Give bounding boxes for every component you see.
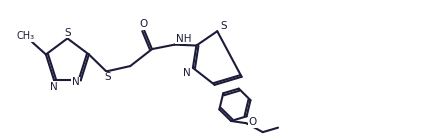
Text: NH: NH <box>175 34 191 44</box>
Text: O: O <box>248 117 256 127</box>
Text: S: S <box>105 72 111 82</box>
Text: CH₃: CH₃ <box>17 31 35 41</box>
Text: O: O <box>139 19 147 29</box>
Text: N: N <box>50 82 58 92</box>
Text: S: S <box>220 21 226 31</box>
Text: N: N <box>72 77 79 87</box>
Text: N: N <box>182 68 190 78</box>
Text: S: S <box>64 28 71 38</box>
